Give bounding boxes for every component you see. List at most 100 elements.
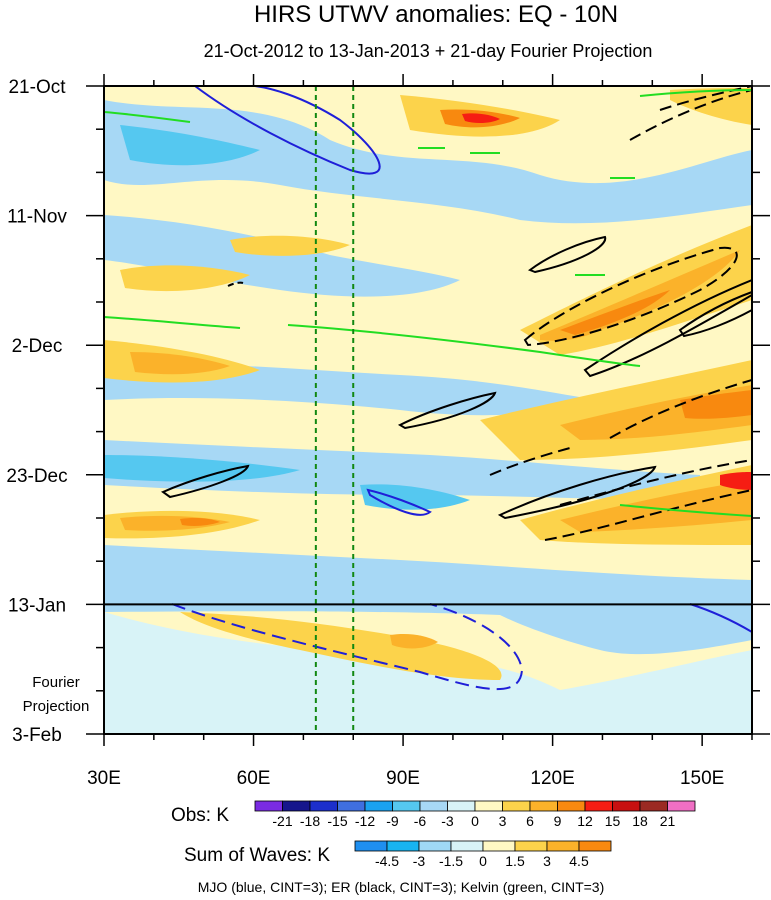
- obs-colorbar-level-label: 21: [660, 813, 676, 829]
- er-contour: [583, 278, 752, 378]
- x-tick-label: 60E: [237, 768, 271, 789]
- obs-colorbar-swatch: [612, 800, 641, 812]
- mjo-contour: [689, 603, 752, 633]
- obs-colorbar-swatch: [529, 800, 558, 812]
- y-tick-label: 11-Nov: [7, 207, 67, 228]
- waves-colorbar-label: Sum of Waves: K: [184, 845, 330, 866]
- waves-colorbar-swatch: [482, 840, 516, 852]
- kelvin-contour: [619, 504, 752, 517]
- plot-area: [104, 86, 752, 734]
- er-contour: [397, 391, 497, 430]
- positive-anomaly-region: [462, 113, 500, 124]
- x-axis: 30E 60E 90E 120E 150E: [87, 74, 753, 789]
- projection-label-line1: Fourier: [32, 674, 80, 691]
- obs-colorbar-level-label: 3: [499, 813, 507, 829]
- waves-colorbar-level-label: 3: [543, 853, 551, 869]
- positive-anomaly-region: [670, 88, 752, 125]
- waves-colorbar-level-label: -3: [413, 853, 426, 869]
- obs-colorbar-swatch: [667, 800, 696, 812]
- obs-colorbar-swatch: [447, 800, 476, 812]
- y-tick-label: 23-Dec: [6, 466, 67, 487]
- waves-colorbar-level-label: 4.5: [569, 853, 589, 869]
- obs-colorbar-swatch: [474, 800, 503, 812]
- er-contour: [678, 290, 752, 338]
- er-contour: [544, 489, 752, 541]
- obs-colorbar: -21 -18 -15 -12 -9 -6 -3 0 3 6 9 12 15 18 21: [254, 800, 696, 829]
- waves-colorbar: -4.5 -3 -1.5 0 1.5 3 4.5: [354, 840, 612, 869]
- wave-legend-footer: MJO (blue, CINT=3); ER (black, CINT=3); …: [198, 879, 605, 895]
- waves-colorbar-swatch: [450, 840, 484, 852]
- obs-colorbar-swatch: [254, 800, 283, 812]
- er-contour: [497, 465, 657, 520]
- obs-colorbar-swatch: [639, 800, 668, 812]
- chart-subtitle: 21-Oct-2012 to 13-Jan-2013 + 21-day Four…: [204, 41, 653, 61]
- positive-anomaly-region: [480, 360, 752, 460]
- mjo-contour: [366, 488, 432, 516]
- obs-colorbar-level-label: -9: [386, 813, 399, 829]
- waves-colorbar-swatch: [354, 840, 388, 852]
- obs-colorbar-level-label: -18: [300, 813, 320, 829]
- x-tick-label: 30E: [87, 768, 121, 789]
- obs-colorbar-level-label: -3: [441, 813, 454, 829]
- negative-anomaly-region: [360, 484, 470, 510]
- y-axis: 21-Oct 11-Nov 2-Dec 23-Dec 13-Jan 3-Feb: [6, 77, 770, 746]
- obs-colorbar-level-label: 18: [632, 813, 648, 829]
- negative-anomaly-region: [104, 604, 752, 655]
- obs-colorbar-swatch: [309, 800, 338, 812]
- er-contour: [523, 246, 738, 347]
- er-contour: [659, 86, 752, 111]
- negative-anomaly-region: [120, 125, 260, 166]
- positive-anomaly-region: [120, 265, 250, 292]
- obs-colorbar-level-label: 0: [471, 813, 479, 829]
- positive-anomaly-region: [180, 612, 502, 680]
- er-contour: [227, 281, 244, 287]
- waves-colorbar-swatch: [546, 840, 580, 852]
- kelvin-contour: [104, 316, 241, 329]
- y-tick-label: 13-Jan: [8, 595, 66, 616]
- y-tick-label: 21-Oct: [8, 77, 66, 98]
- mjo-contour: [171, 603, 524, 690]
- obs-colorbar-level-label: -21: [272, 813, 292, 829]
- er-contour: [609, 379, 752, 439]
- projection-label-line2: Projection: [23, 698, 90, 715]
- obs-colorbar-swatch: [557, 800, 586, 812]
- waves-colorbar-level-label: -1.5: [439, 853, 463, 869]
- obs-colorbar-level-label: -12: [355, 813, 375, 829]
- er-contour: [160, 464, 250, 499]
- negative-anomaly-region: [104, 455, 300, 482]
- positive-anomaly-region: [540, 250, 740, 341]
- waves-colorbar-level-label: 0: [479, 853, 487, 869]
- x-tick-label: 150E: [680, 768, 724, 789]
- wave-contours: [104, 86, 752, 690]
- obs-colorbar-level-label: 9: [554, 813, 562, 829]
- waves-colorbar-level-label: -4.5: [375, 853, 399, 869]
- obs-colorbar-swatch: [337, 800, 366, 812]
- obs-colorbar-label: Obs: K: [171, 805, 229, 826]
- positive-anomaly-region: [560, 290, 670, 335]
- anomaly-field: [104, 88, 752, 734]
- obs-colorbar-swatch: [419, 800, 448, 812]
- obs-colorbar-swatch: [584, 800, 613, 812]
- negative-anomaly-region: [104, 545, 752, 604]
- waves-colorbar-swatch: [514, 840, 548, 852]
- obs-colorbar-level-label: 6: [526, 813, 534, 829]
- obs-colorbar-swatch: [392, 800, 421, 812]
- obs-colorbar-swatch: [502, 800, 531, 812]
- mjo-contour: [194, 86, 381, 175]
- chart-title: HIRS UTWV anomalies: EQ - 10N: [254, 1, 618, 28]
- kelvin-contour: [639, 89, 752, 97]
- y-tick-label: 3-Feb: [12, 725, 62, 746]
- positive-anomaly-region: [720, 472, 752, 490]
- x-tick-label: 120E: [530, 768, 574, 789]
- obs-colorbar-swatch: [364, 800, 393, 812]
- kelvin-contour: [104, 111, 191, 123]
- obs-colorbar-level-label: -15: [327, 813, 347, 829]
- obs-colorbar-level-label: 12: [577, 813, 593, 829]
- obs-colorbar-level-label: 15: [605, 813, 621, 829]
- x-tick-label: 90E: [386, 768, 420, 789]
- waves-colorbar-swatch: [386, 840, 420, 852]
- er-contour: [629, 89, 752, 141]
- positive-anomaly-region: [130, 352, 230, 375]
- reference-lines: [314, 86, 355, 734]
